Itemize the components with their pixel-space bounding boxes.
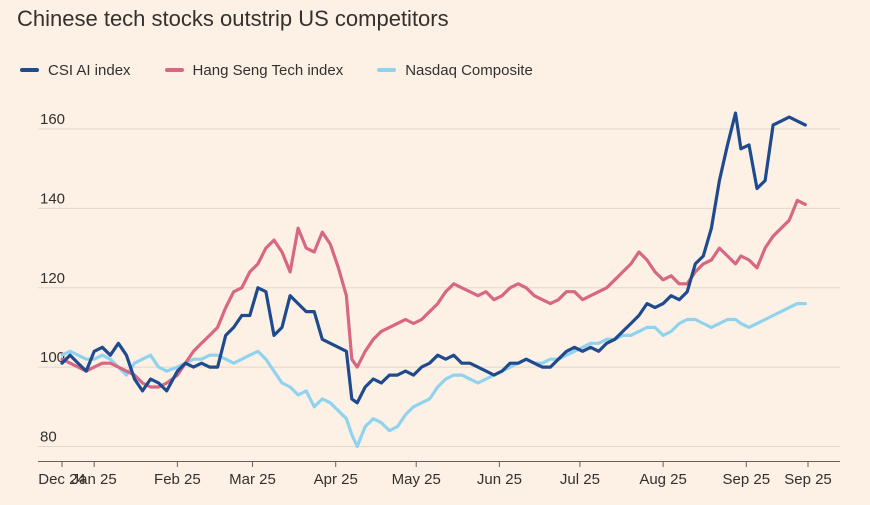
series-line-nasdaq (60, 302, 807, 449)
x-tick-label-7: Jul 25 (560, 471, 600, 488)
x-tick-label-2: Feb 25 (154, 471, 201, 488)
x-tick-label-0: Dec 24 (38, 471, 86, 488)
x-tick-label-1: Jan 25 (72, 471, 117, 488)
legend-label-hang-seng-tech: Hang Seng Tech index (192, 61, 344, 79)
series-lines (60, 111, 807, 449)
chart-title: Chinese tech stocks outstrip US competit… (17, 6, 449, 31)
series-line-hang-seng-tech (60, 198, 807, 389)
x-tick-label-10: Sep 25 (784, 471, 832, 488)
y-tick-label-160: 160 (40, 111, 65, 128)
y-axis: 80 100 120 140 160 (40, 111, 65, 446)
y-tick-label-80: 80 (40, 429, 57, 446)
y-tick-label-140: 140 (40, 190, 65, 207)
y-tick-label-120: 120 (40, 270, 65, 287)
x-tick-label-4: Apr 25 (314, 471, 358, 488)
legend-item-nasdaq: Nasdaq Composite (377, 62, 533, 79)
series-line-csi-ai (60, 111, 807, 405)
legend-label-csi-ai: CSI AI index (48, 61, 131, 79)
x-tick-label-5: May 25 (392, 471, 441, 488)
x-tick-label-9: Sep 25 (723, 471, 771, 488)
y-tick-label-100: 100 (40, 349, 65, 366)
legend-label-nasdaq: Nasdaq Composite (405, 61, 533, 79)
gridlines (38, 128, 840, 447)
chart-legend: CSI AI index Hang Seng Tech index Nasdaq… (20, 61, 567, 79)
legend-swatch-nasdaq (377, 68, 397, 72)
legend-item-csi-ai: CSI AI index (20, 62, 131, 79)
legend-swatch-csi-ai (20, 68, 39, 72)
x-tick-label-3: Mar 25 (229, 471, 276, 488)
x-tick-label-8: Aug 25 (639, 471, 687, 488)
legend-item-hang-seng-tech: Hang Seng Tech index (164, 61, 344, 79)
legend-swatch-hang-seng-tech (164, 68, 184, 72)
x-tick-label-6: Jun 25 (477, 471, 522, 488)
